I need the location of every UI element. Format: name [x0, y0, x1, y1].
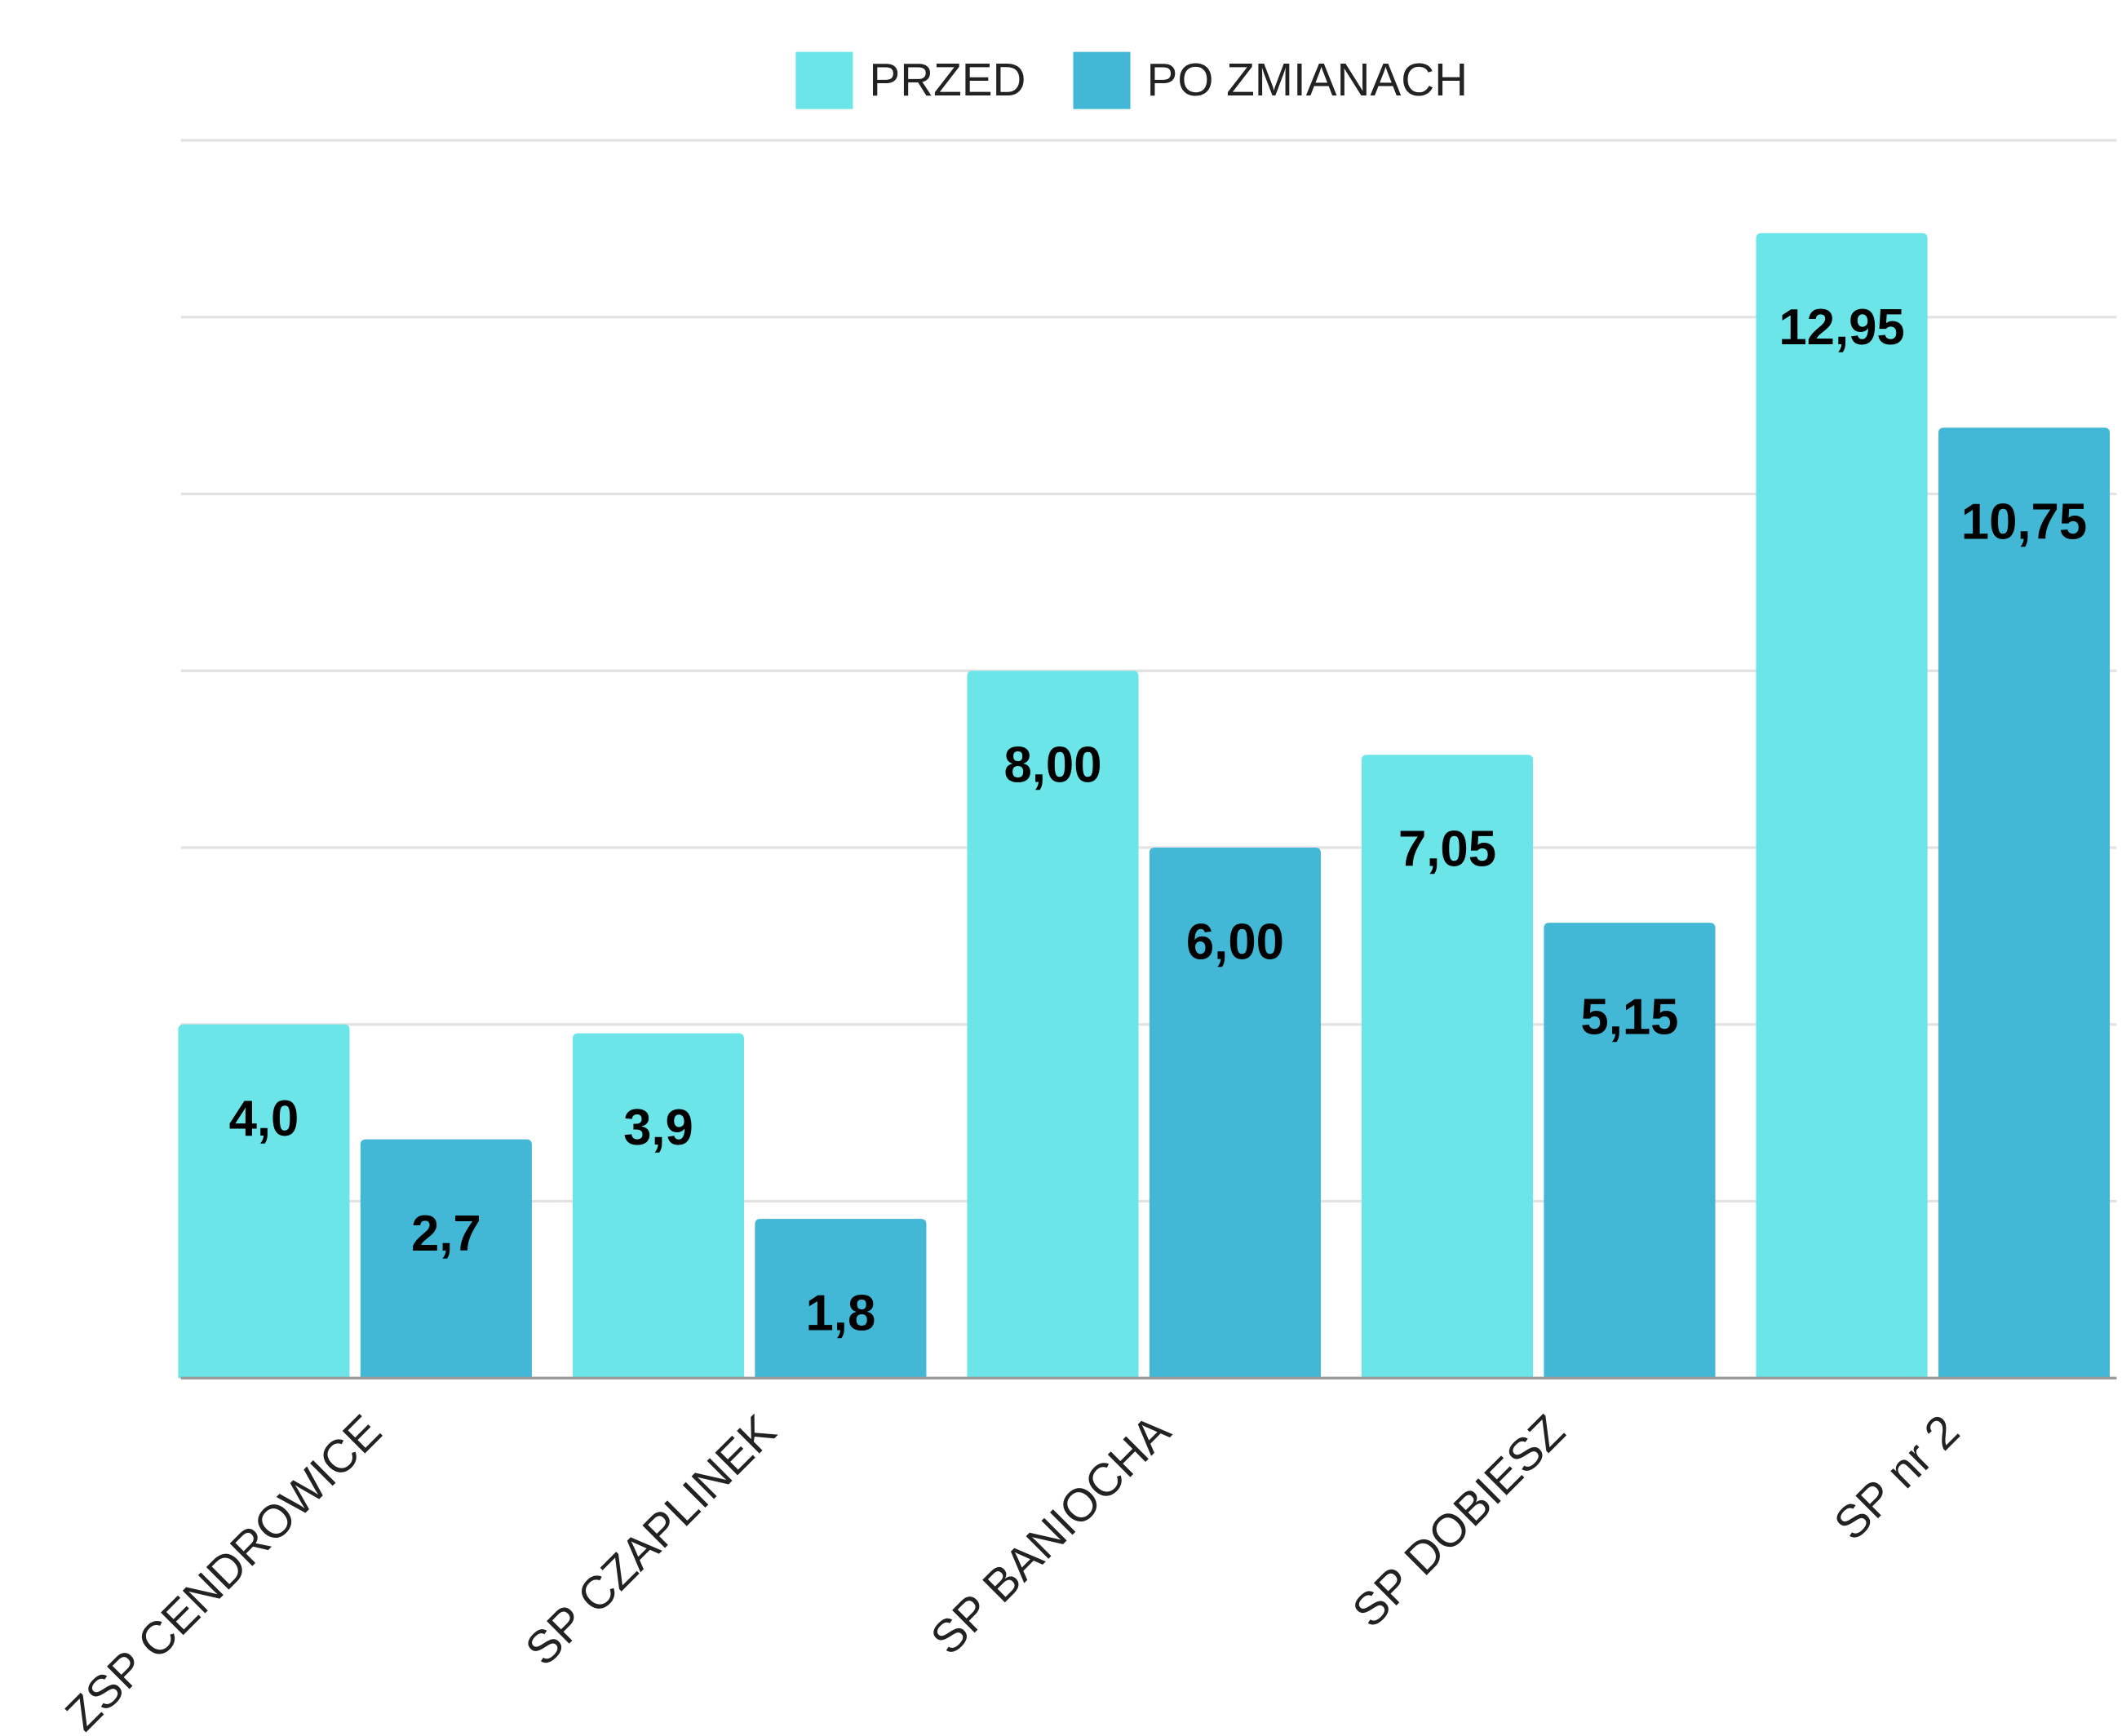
bar [572, 1033, 745, 1379]
value-label: 10,75 [1961, 494, 2087, 551]
x-tick-label: SP BANIOCHA [921, 1406, 1181, 1665]
value-label: 8,00 [1003, 737, 1101, 794]
x-tick-label: SP CZAPLINEK [516, 1406, 786, 1676]
value-label: 2,7 [411, 1206, 481, 1262]
legend-label: PO ZMIANACH [1147, 55, 1469, 106]
value-label: 4,0 [229, 1091, 299, 1147]
bar [1756, 232, 1928, 1379]
value-label: 12,95 [1779, 299, 1904, 356]
legend-label: PRZED [869, 55, 1026, 106]
x-tick-label: SP DOBIESZ [1343, 1406, 1575, 1637]
bar [178, 1024, 350, 1379]
legend-swatch [795, 51, 853, 109]
bar [1149, 847, 1321, 1379]
x-tick-label: SP nr 2 [1825, 1406, 1969, 1550]
bar [1938, 427, 2110, 1379]
value-label: 3,9 [623, 1100, 693, 1156]
bar [1361, 755, 1534, 1379]
bar [755, 1219, 927, 1379]
value-label: 6,00 [1186, 914, 1284, 970]
bar [360, 1139, 532, 1379]
bar [1544, 923, 1716, 1379]
value-label: 1,8 [806, 1286, 876, 1342]
bar [967, 671, 1139, 1379]
legend-swatch [1073, 51, 1131, 109]
value-label: 7,05 [1398, 822, 1496, 878]
x-tick-label: ZSP CENDROWICE [56, 1406, 392, 1736]
value-label: 5,15 [1580, 989, 1678, 1045]
